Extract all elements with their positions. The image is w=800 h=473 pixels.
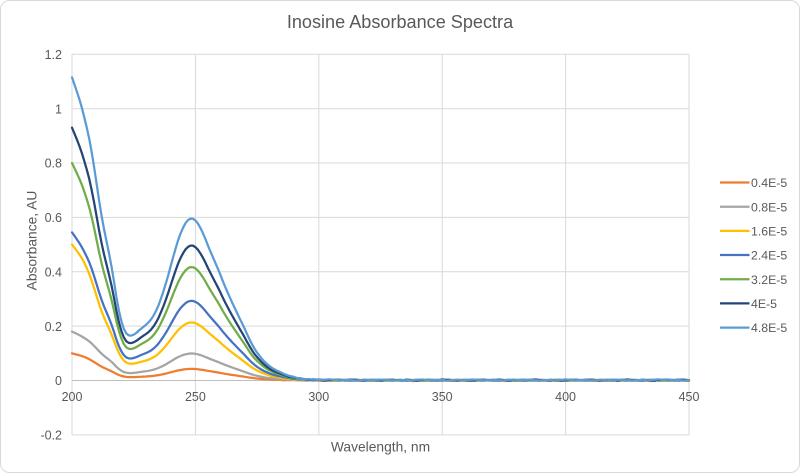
svg-text:0.4: 0.4 [45,266,62,280]
svg-text:0.8E-5: 0.8E-5 [751,200,787,214]
svg-text:Absorbance, AU: Absorbance, AU [25,191,40,291]
svg-text:200: 200 [62,390,83,404]
svg-text:3.2E-5: 3.2E-5 [751,273,787,287]
svg-text:1.2: 1.2 [45,48,62,62]
svg-text:Inosine Absorbance Spectra: Inosine Absorbance Spectra [287,12,514,32]
svg-text:1: 1 [55,102,62,116]
svg-text:2.4E-5: 2.4E-5 [751,249,787,263]
svg-text:0.6: 0.6 [45,211,62,225]
svg-text:4.8E-5: 4.8E-5 [751,321,787,335]
svg-text:250: 250 [185,390,206,404]
svg-text:Wavelength, nm: Wavelength, nm [331,439,430,454]
svg-text:0.2: 0.2 [45,320,62,334]
svg-text:1.6E-5: 1.6E-5 [751,225,787,239]
svg-text:450: 450 [679,390,700,404]
svg-text:-0.2: -0.2 [40,429,62,443]
svg-text:0: 0 [55,374,62,388]
svg-text:0.8: 0.8 [45,157,62,171]
svg-text:0.4E-5: 0.4E-5 [751,176,787,190]
svg-text:4E-5: 4E-5 [751,297,777,311]
svg-text:350: 350 [432,390,453,404]
svg-text:300: 300 [308,390,329,404]
svg-text:400: 400 [555,390,576,404]
